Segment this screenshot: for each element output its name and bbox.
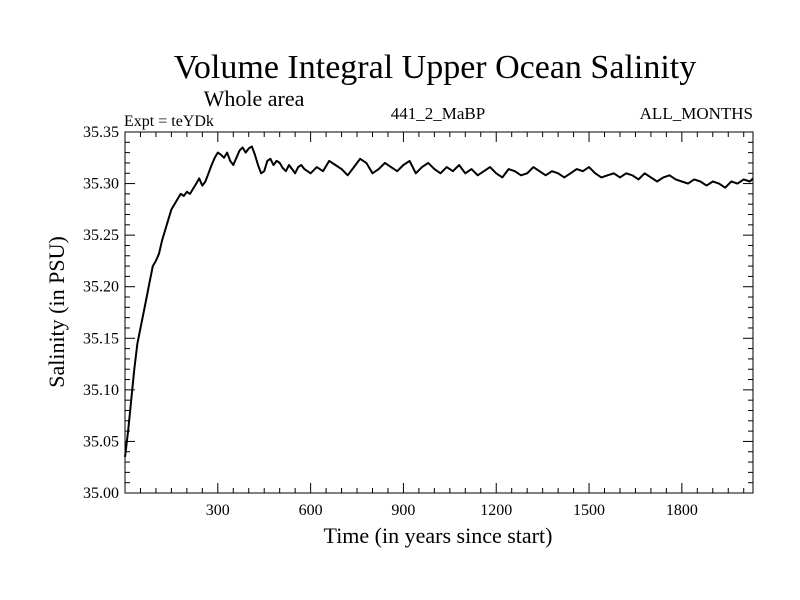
y-tick-label: 35.05 [83, 433, 119, 450]
y-tick-label: 35.00 [83, 485, 119, 502]
y-tick-label: 35.15 [83, 330, 119, 347]
x-axis-label: Time (in years since start) [324, 523, 553, 548]
chart-title: Volume Integral Upper Ocean Salinity [174, 49, 696, 86]
y-tick-label: 35.25 [83, 227, 119, 244]
x-tick-label: 900 [391, 502, 415, 519]
y-tick-label: 35.35 [83, 124, 119, 141]
center-label: 441_2_MaBP [391, 104, 485, 123]
y-tick-label: 35.30 [83, 176, 119, 193]
x-tick-label: 1200 [480, 502, 512, 519]
axis-ticks [125, 131, 753, 494]
x-tick-label: 1800 [666, 502, 698, 519]
chart-subtitle: Whole area [204, 86, 305, 111]
plot-area [124, 131, 754, 494]
axis-tick-labels: 300 600 900 1200 1500 1800 35.00 35.05 35.10 35.1… [83, 124, 698, 519]
y-axis-label: Salinity (in PSU) [44, 236, 69, 388]
x-tick-label: 300 [206, 502, 230, 519]
salinity-series-line [124, 145, 754, 458]
x-tick-label: 1500 [573, 502, 605, 519]
y-tick-label: 35.20 [83, 279, 119, 296]
right-label: ALL_MONTHS [640, 104, 753, 123]
x-tick-label: 600 [299, 502, 323, 519]
experiment-label: Expt = teYDk [124, 113, 214, 130]
y-tick-label: 35.10 [83, 382, 119, 399]
